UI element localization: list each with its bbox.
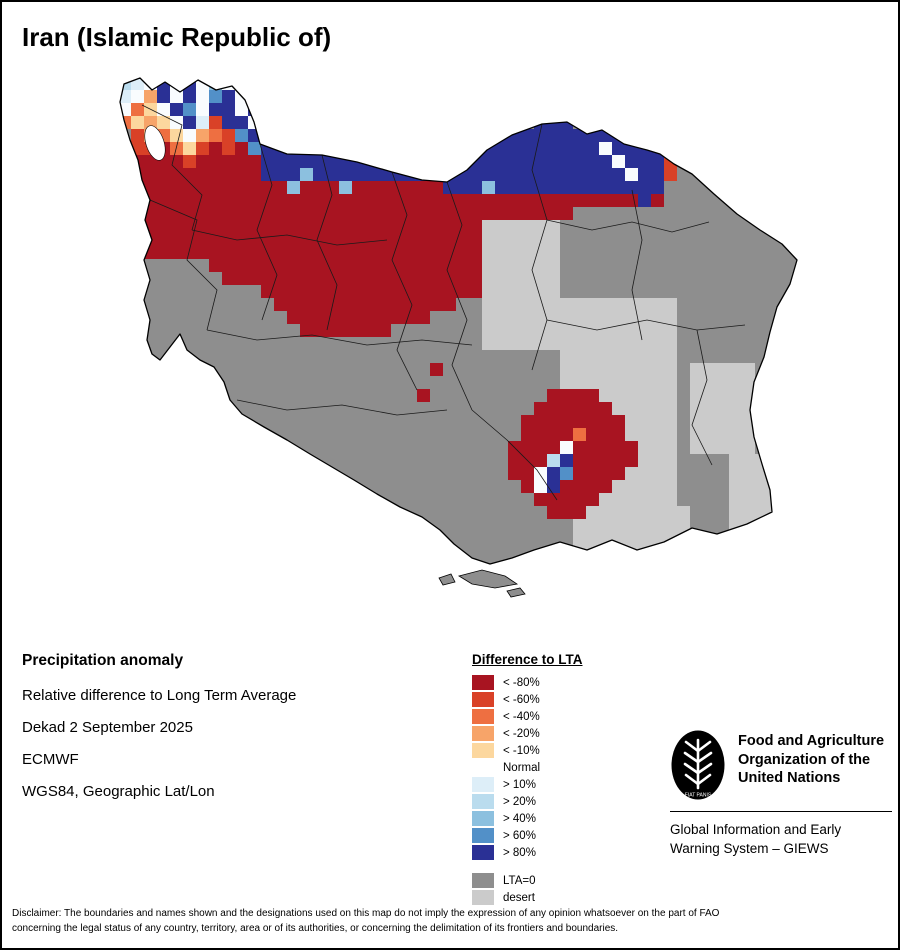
- province-boundary: [446, 181, 473, 411]
- legend-swatch: [472, 760, 494, 775]
- map-info: Precipitation anomaly Relative differenc…: [22, 652, 296, 815]
- lake-urmia: [144, 125, 166, 161]
- wheat-icon: [683, 738, 713, 790]
- legend-item: < -20%: [472, 725, 583, 742]
- divider: [670, 811, 892, 812]
- legend-item: > 10%: [472, 776, 583, 793]
- province-boundary: [546, 219, 710, 233]
- legend-label: < -10%: [503, 744, 540, 757]
- legend-extra-items: LTA=0 desert: [472, 872, 583, 906]
- legend-label: Normal: [503, 761, 541, 774]
- legend-item: > 80%: [472, 844, 583, 861]
- info-line-dekad: Dekad 2 September 2025: [22, 719, 193, 736]
- province-boundary: [206, 329, 473, 346]
- legend-item: > 20%: [472, 793, 583, 810]
- disclaimer-line: Disclaimer: The boundaries and names sho…: [12, 908, 720, 919]
- info-heading: Precipitation anomaly: [22, 652, 184, 669]
- province-boundary: [149, 199, 218, 331]
- province-boundaries: [141, 104, 746, 501]
- legend-title: Difference to LTA: [472, 652, 583, 667]
- info-line-source: ECMWF: [22, 751, 79, 768]
- legend-label: > 60%: [503, 829, 536, 842]
- legend-swatch: [472, 794, 494, 809]
- legend-label: > 20%: [503, 795, 536, 808]
- legend-swatch: [472, 675, 494, 690]
- legend-swatch: [472, 692, 494, 707]
- legend-label: < -60%: [503, 693, 540, 706]
- province-boundary: [316, 154, 338, 331]
- legend-swatch: [472, 743, 494, 758]
- province-boundary: [631, 189, 643, 341]
- fao-motto: FIAT PANIS: [685, 793, 712, 799]
- province-boundary: [546, 319, 746, 331]
- legend-item: > 60%: [472, 827, 583, 844]
- legend-item: desert: [472, 889, 583, 906]
- province-boundary: [236, 399, 448, 416]
- legend-label: < -80%: [503, 676, 540, 689]
- legend-swatch: [472, 828, 494, 843]
- disclaimer: Disclaimer: The boundaries and names sho…: [12, 907, 894, 936]
- info-line-projection: WGS84, Geographic Lat/Lon: [22, 783, 215, 800]
- legend: Difference to LTA < -80% < -60% < -40% < -2…: [472, 652, 583, 906]
- island: [438, 573, 456, 586]
- legend-swatch: [472, 890, 494, 905]
- giews-line: Warning System – GIEWS: [670, 840, 829, 856]
- province-boundary: [141, 104, 203, 231]
- legend-swatch: [472, 873, 494, 888]
- legend-item: < -80%: [472, 674, 583, 691]
- legend-item: > 40%: [472, 810, 583, 827]
- legend-label: < -40%: [503, 710, 540, 723]
- fao-org-line: Organization of the: [738, 751, 871, 768]
- legend-swatch: [472, 845, 494, 860]
- legend-item: < -60%: [472, 691, 583, 708]
- island: [506, 587, 526, 598]
- fao-org-line: Food and Agriculture: [738, 733, 885, 749]
- legend-label: desert: [503, 891, 535, 904]
- legend-swatch: [472, 726, 494, 741]
- legend-item: < -10%: [472, 742, 583, 759]
- page-title: Iran (Islamic Republic of): [22, 22, 332, 52]
- fao-header: FIAT PANIS Food and Agriculture Organiza…: [670, 729, 892, 801]
- fao-logo: FIAT PANIS: [671, 730, 725, 800]
- fao-block: FIAT PANIS Food and Agriculture Organiza…: [670, 729, 892, 858]
- province-boundary: [256, 143, 278, 321]
- giews-line: Global Information and Early: [670, 822, 842, 837]
- iran-precipitation-map: [119, 77, 798, 598]
- info-line-lta: Relative difference to Long Term Average: [22, 687, 297, 704]
- province-boundary: [691, 329, 713, 466]
- island: [457, 569, 519, 589]
- legend-label: LTA=0: [503, 874, 536, 887]
- legend-label: > 40%: [503, 812, 536, 825]
- giews-label: Global Information and Early Warning Sys…: [670, 821, 892, 858]
- province-boundary: [391, 171, 418, 391]
- province-boundary: [531, 123, 548, 371]
- legend-label: > 10%: [503, 778, 536, 791]
- legend-item: < -40%: [472, 708, 583, 725]
- legend-item: Normal: [472, 759, 583, 776]
- fao-org-name: Food and Agriculture Organization of the…: [738, 729, 884, 788]
- legend-swatch: [472, 709, 494, 724]
- country-border: [119, 77, 798, 565]
- legend-item: LTA=0: [472, 872, 583, 889]
- legend-swatch: [472, 777, 494, 792]
- legend-label: > 80%: [503, 846, 536, 859]
- legend-label: < -20%: [503, 727, 540, 740]
- province-boundary: [471, 409, 558, 501]
- province-boundary: [191, 229, 388, 246]
- disclaimer-line: concerning the legal status of any count…: [12, 922, 619, 934]
- raster-cells: [120, 78, 797, 564]
- legend-items: < -80% < -60% < -40% < -20% < -10% Normal > 10…: [472, 674, 583, 861]
- fao-org-line: United Nations: [738, 770, 841, 787]
- legend-swatch: [472, 811, 494, 826]
